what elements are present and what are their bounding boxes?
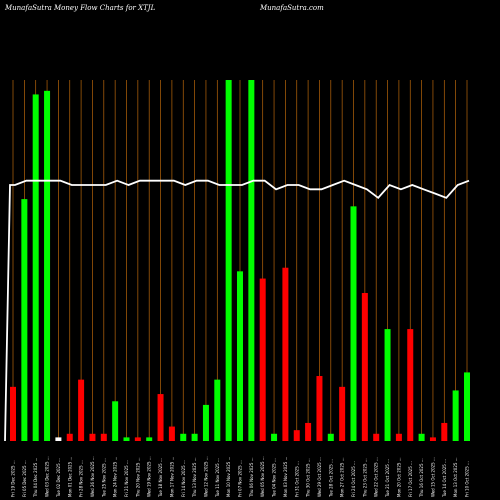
bar	[452, 390, 459, 441]
x-tick-label: Fri 10 Oct 2025 ...	[465, 461, 470, 497]
x-tick-label: Thu 16 Oct 2025 ...	[419, 458, 424, 498]
bar	[134, 437, 141, 441]
bar	[78, 379, 85, 441]
x-tick-label: Fri 17 Oct 2025 ...	[408, 461, 413, 497]
bar	[10, 386, 16, 441]
x-tick-label: Fri 07 Nov 2025 ...	[238, 460, 243, 497]
bar	[271, 433, 278, 441]
bar	[395, 433, 402, 441]
x-tick-label: Mon 17 Nov 2025 ...	[169, 457, 174, 497]
x-tick-label: Wed 15 Oct 2025 ...	[430, 457, 435, 497]
bar	[339, 386, 346, 441]
bar	[146, 437, 153, 441]
bar	[44, 90, 51, 441]
bar	[180, 433, 187, 441]
x-tick-label: Mon 01 Dec 2025 ...	[67, 457, 72, 497]
x-tick-label: Mon 24 Nov 2025 ...	[113, 457, 118, 497]
site-name: MunafaSutra.com	[260, 4, 324, 12]
bar	[66, 433, 73, 441]
bar	[350, 206, 357, 441]
bar	[316, 376, 323, 441]
bar	[123, 437, 130, 441]
bar	[21, 199, 28, 441]
bar	[373, 433, 380, 441]
bars	[10, 80, 470, 441]
chart-title: MunafaSutra Money Flow Charts for XTJL	[5, 4, 156, 12]
x-tick-label: Thu 06 Nov 2025 ...	[249, 458, 254, 499]
x-tick-label: Tue 14 Oct 2025 ...	[442, 459, 447, 498]
x-tick-label: Fri 14 Nov 2025 ...	[181, 460, 186, 497]
bar	[112, 401, 119, 441]
x-tick-label: Fri 21 Nov 2025 ...	[124, 460, 129, 497]
x-tick-label: Tue 28 Oct 2025 ...	[328, 459, 333, 498]
x-tick-label: Wed 29 Oct 2025 ...	[317, 457, 322, 497]
x-tick-label: Mon 03 Nov 2025 ...	[283, 457, 288, 497]
x-tick-label: Wed 03 Dec 2025 ...	[45, 456, 50, 497]
bar	[259, 278, 266, 441]
x-tick-label: Tue 18 Nov 2025 ...	[158, 458, 163, 498]
bar	[407, 329, 414, 441]
x-tick-label: Wed 26 Nov 2025 ...	[90, 456, 95, 497]
x-tick-label: Wed 05 Nov 2025 ...	[260, 456, 265, 497]
x-tick-label: Fri 19 Dec 2025 ...	[11, 460, 16, 497]
x-tick-label: Thu 23 Oct 2025 ...	[362, 458, 367, 498]
x-tick-label: Tue 25 Nov 2025 ...	[101, 458, 106, 498]
x-tick-label: Mon 20 Oct 2025 ...	[396, 457, 401, 497]
x-tick-label: Thu 13 Nov 2025 ...	[192, 458, 197, 499]
x-tick-label: Wed 19 Nov 2025 ...	[147, 456, 152, 497]
x-tick-label: Wed 22 Oct 2025 ...	[374, 457, 379, 497]
bar	[327, 433, 334, 441]
x-axis-labels: Fri 19 Dec 2025 ... Fri 05 Dec 2025 ... Th…	[11, 456, 470, 498]
bar	[100, 433, 107, 441]
bar	[248, 80, 255, 441]
bar	[293, 430, 300, 441]
x-tick-label: Mon 10 Nov 2025 ...	[226, 457, 231, 497]
bar	[89, 433, 96, 441]
bar	[429, 437, 436, 441]
money-flow-line	[4, 179, 470, 442]
bar	[464, 372, 470, 441]
x-tick-label: Thu 30 Oct 2025 ...	[306, 458, 311, 498]
bar	[305, 422, 312, 441]
bar	[202, 404, 209, 441]
bar	[237, 271, 243, 441]
x-tick-label: Tue 02 Dec 2025 ...	[56, 458, 61, 498]
x-tick-label: Tue 04 Nov 2025 ...	[272, 458, 277, 498]
bar	[157, 394, 164, 441]
bar	[214, 379, 221, 441]
x-tick-label: Fri 28 Nov 2025 ...	[79, 460, 84, 497]
x-tick-label: Fri 24 Oct 2025 ...	[351, 461, 356, 497]
x-tick-label: Thu 20 Nov 2025 ...	[135, 458, 140, 499]
bar	[191, 433, 198, 441]
x-tick-label: Mon 13 Oct 2025 ...	[453, 457, 458, 497]
x-tick-label: Tue 21 Oct 2025 ...	[385, 459, 390, 498]
bar	[32, 94, 39, 441]
bar	[441, 422, 448, 441]
x-tick-label: Wed 12 Nov 2025 ...	[203, 456, 208, 497]
x-tick-label: Thu 04 Dec 2025 ...	[33, 458, 38, 498]
bar	[282, 267, 289, 441]
bar	[361, 292, 368, 441]
x-tick-label: Tue 11 Nov 2025 ...	[215, 458, 220, 498]
bar	[168, 426, 175, 441]
x-tick-label: Fri 05 Dec 2025 ...	[22, 460, 27, 497]
bar	[55, 437, 62, 441]
bar	[418, 433, 425, 441]
x-tick-label: Fri 31 Oct 2025 ...	[294, 461, 299, 497]
x-tick-label: Mon 27 Oct 2025 ...	[340, 457, 345, 497]
bar	[225, 80, 232, 441]
gridlines	[12, 80, 468, 441]
bar	[384, 329, 391, 441]
